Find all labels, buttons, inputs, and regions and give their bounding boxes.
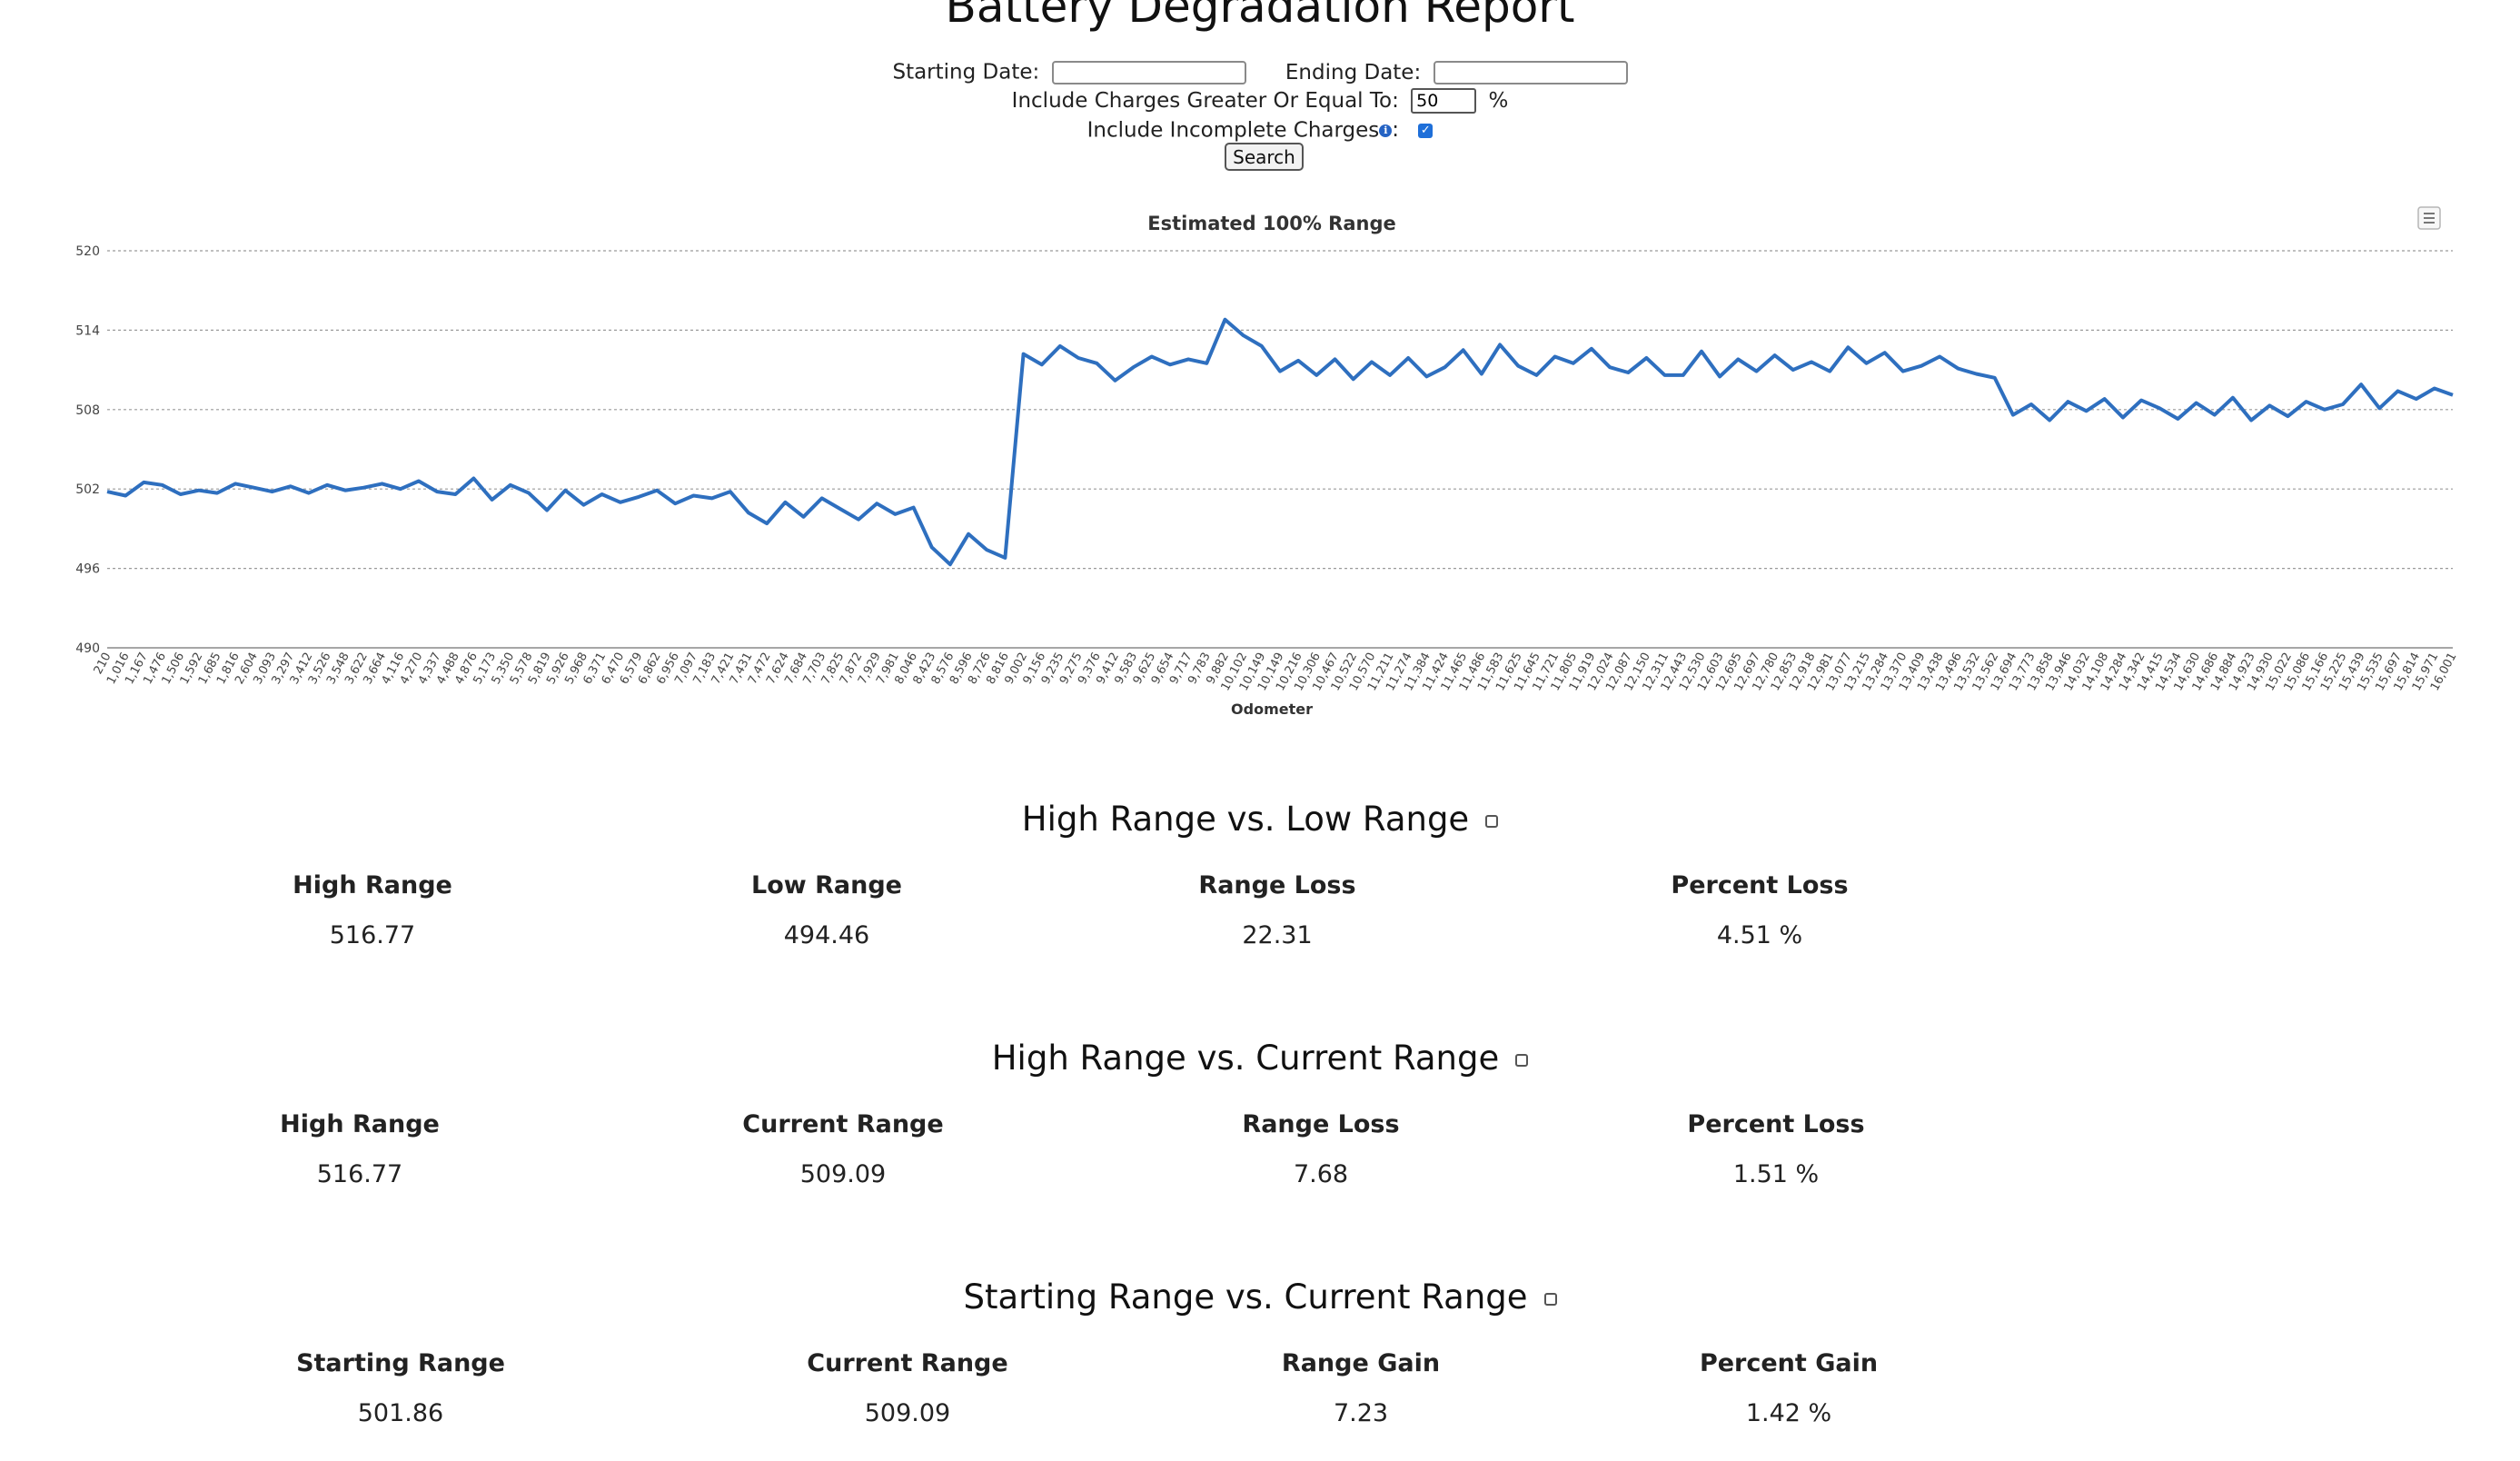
stat-column: Range Gain 7.23 <box>1179 1349 1543 1427</box>
ending-date-input[interactable] <box>1433 60 1628 84</box>
section-title: Starting Range vs. Current Range <box>0 1277 2520 1317</box>
stat-column: Percent Gain 1.42 % <box>1607 1349 1970 1427</box>
starting-date-label: Starting Date: <box>892 60 1040 84</box>
stat-value: 7.68 <box>1293 1160 1349 1188</box>
stat-value: 22.31 <box>1242 921 1313 949</box>
stat-column: Percent Loss 4.51 % <box>1578 871 1941 949</box>
stat-heading: Range Loss <box>1242 1110 1400 1138</box>
date-filter-row: Starting Date: Ending Date: <box>0 60 2520 84</box>
section-title: High Range vs. Current Range <box>0 1039 2520 1078</box>
section-title-text: Starting Range vs. Current Range <box>963 1277 1528 1317</box>
stat-column: Starting Range 501.86 <box>219 1349 582 1427</box>
incomplete-charges-row: Include Incomplete Charges i: ✓ <box>0 118 2520 143</box>
section-toggle-checkbox[interactable] <box>1515 1053 1529 1067</box>
stat-column: Current Range 509.09 <box>661 1110 1025 1188</box>
y-tick-label: 508 <box>75 403 100 418</box>
stat-column: Range Loss 22.31 <box>1096 871 1459 949</box>
stat-heading: Low Range <box>751 871 902 899</box>
stat-value: 516.77 <box>329 921 416 949</box>
percent-unit-label: % <box>1488 88 1509 113</box>
starting-date-input[interactable] <box>1051 60 1246 84</box>
stat-column: High Range 516.77 <box>178 1110 541 1188</box>
y-tick-label: 514 <box>75 323 100 338</box>
search-button[interactable]: Search <box>1225 143 1304 171</box>
stat-column: High Range 516.77 <box>191 871 554 949</box>
incomplete-charges-checkbox[interactable]: ✓ <box>1418 123 1434 138</box>
charges-threshold-label: Include Charges Greater Or Equal To: <box>1011 89 1399 113</box>
stat-heading: Percent Gain <box>1699 1349 1879 1377</box>
stat-value: 509.09 <box>864 1399 951 1427</box>
section-toggle-checkbox[interactable] <box>1543 1292 1557 1306</box>
section-title-text: High Range vs. Low Range <box>1021 800 1470 839</box>
stat-heading: Range Gain <box>1281 1349 1441 1377</box>
range-chart: Estimated 100% Range 490496502508514520 … <box>75 206 2460 718</box>
stat-value: 1.51 % <box>1732 1160 1820 1188</box>
y-tick-label: 520 <box>75 244 100 259</box>
stat-column: Low Range 494.46 <box>645 871 1008 949</box>
incomplete-charges-label: Include Incomplete Charges <box>1086 118 1380 143</box>
stat-value: 494.46 <box>783 921 870 949</box>
stat-column: Percent Loss 1.51 % <box>1594 1110 1958 1188</box>
stat-heading: Range Loss <box>1198 871 1356 899</box>
stat-value: 1.42 % <box>1745 1399 1832 1427</box>
ending-date-label: Ending Date: <box>1285 60 1422 84</box>
stat-heading: Current Range <box>742 1110 944 1138</box>
y-tick-label: 502 <box>75 482 100 497</box>
stat-heading: Current Range <box>807 1349 1008 1377</box>
stat-heading: High Range <box>293 871 452 899</box>
info-icon[interactable]: i <box>1379 124 1393 137</box>
stat-column: Range Loss 7.68 <box>1139 1110 1503 1188</box>
stat-value: 7.23 <box>1333 1399 1389 1427</box>
stat-value: 516.77 <box>316 1160 403 1188</box>
charge-threshold-row: Include Charges Greater Or Equal To: % <box>0 88 2520 114</box>
stat-heading: Starting Range <box>296 1349 505 1377</box>
stat-value: 4.51 % <box>1716 921 1803 949</box>
charges-threshold-input[interactable] <box>1411 88 1477 114</box>
page-title: Battery Degradation Report <box>945 0 1575 33</box>
series-line-range <box>106 317 2454 567</box>
stat-value: 509.09 <box>799 1160 887 1188</box>
section-title: High Range vs. Low Range <box>0 800 2520 839</box>
section-title-text: High Range vs. Current Range <box>991 1039 1500 1078</box>
stat-heading: Percent Loss <box>1687 1110 1865 1138</box>
y-tick-label: 496 <box>75 562 100 577</box>
stat-heading: High Range <box>280 1110 440 1138</box>
stat-value: 501.86 <box>357 1399 444 1427</box>
y-tick-label: 490 <box>75 641 100 656</box>
x-axis-label: Odometer <box>1231 701 1313 718</box>
incomplete-charges-colon: : <box>1392 118 1400 142</box>
section-toggle-checkbox[interactable] <box>1485 814 1499 828</box>
stat-heading: Percent Loss <box>1671 871 1849 899</box>
chart-title: Estimated 100% Range <box>1147 213 1396 234</box>
stat-column: Current Range 509.09 <box>726 1349 1089 1427</box>
